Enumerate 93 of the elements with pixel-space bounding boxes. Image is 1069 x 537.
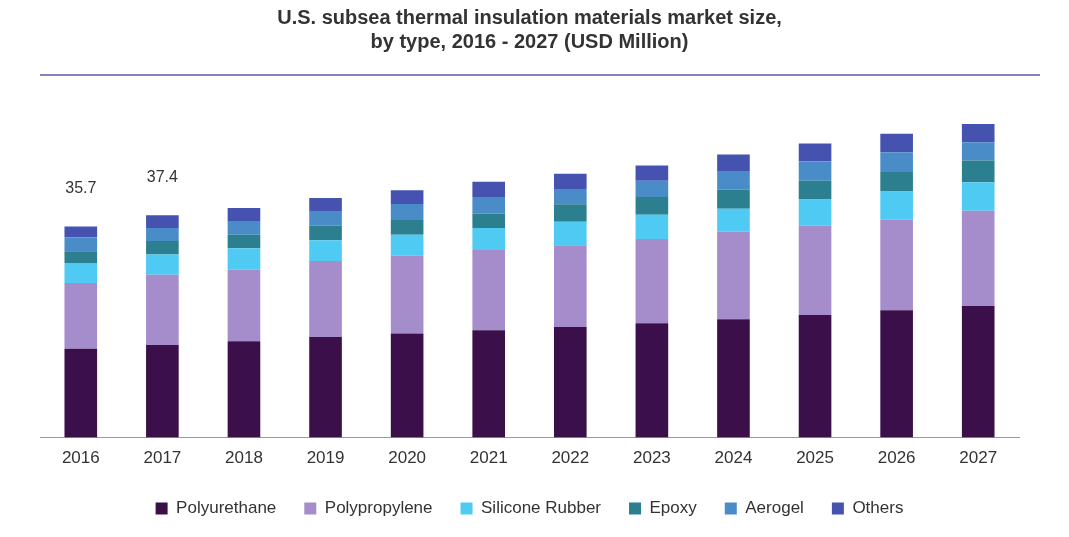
bar xyxy=(880,219,913,311)
bar xyxy=(717,171,750,190)
bar xyxy=(64,348,98,438)
bar xyxy=(961,160,995,183)
bar xyxy=(472,213,506,229)
bar xyxy=(961,124,995,143)
bar xyxy=(309,261,342,337)
bar xyxy=(146,240,179,255)
bar xyxy=(717,231,750,320)
bar xyxy=(553,326,587,438)
bar xyxy=(635,239,669,324)
annotation: 37.4 xyxy=(146,167,179,185)
bar xyxy=(717,319,750,438)
legend-label: Epoxy xyxy=(649,498,698,518)
bar xyxy=(880,310,913,438)
bar xyxy=(880,133,913,153)
bar xyxy=(309,211,342,226)
bar xyxy=(227,341,261,438)
bar xyxy=(717,208,750,232)
bar xyxy=(880,171,913,192)
bar xyxy=(309,240,342,262)
bar xyxy=(472,228,506,251)
x-tick-label: 2021 xyxy=(469,448,508,468)
bar xyxy=(961,305,995,438)
x-tick-label: 2027 xyxy=(959,448,998,468)
bar xyxy=(309,336,342,438)
bar xyxy=(880,191,913,220)
bar xyxy=(553,245,587,327)
bar xyxy=(309,225,342,241)
bar xyxy=(635,180,669,198)
annotation: 35.7 xyxy=(65,178,97,196)
bar xyxy=(635,197,669,215)
bar xyxy=(798,180,832,200)
bar xyxy=(553,204,587,222)
bar xyxy=(553,221,587,246)
legend-label: Silicone Rubber xyxy=(481,498,602,518)
bar xyxy=(635,165,669,181)
bar xyxy=(472,250,506,331)
bar xyxy=(227,220,261,235)
x-tick-label: 2016 xyxy=(61,448,100,468)
bar xyxy=(798,314,832,438)
bar xyxy=(961,142,995,161)
x-tick-label: 2023 xyxy=(632,448,671,468)
legend-label: Polypropylene xyxy=(324,498,433,518)
bar xyxy=(553,188,587,205)
bar xyxy=(64,262,98,283)
x-tick-label: 2019 xyxy=(306,448,345,468)
bar xyxy=(390,333,424,438)
bar xyxy=(635,214,669,240)
bar xyxy=(64,226,98,238)
bar xyxy=(717,154,750,172)
bar xyxy=(227,248,261,270)
bar xyxy=(146,345,179,438)
x-tick-label: 2020 xyxy=(388,448,427,468)
bar xyxy=(64,251,98,263)
bar xyxy=(146,254,179,275)
legend-label: Polyurethane xyxy=(176,498,277,518)
bar xyxy=(227,208,261,221)
bar xyxy=(798,225,832,315)
legend-label: Aerogel xyxy=(745,498,804,518)
bar xyxy=(961,210,995,306)
bar xyxy=(717,189,750,209)
bar xyxy=(390,219,424,235)
bar xyxy=(390,255,424,334)
bar xyxy=(227,234,261,249)
legend-label: Others xyxy=(852,498,904,518)
bar xyxy=(635,323,669,438)
x-tick-label: 2018 xyxy=(225,448,263,468)
bar xyxy=(390,203,424,220)
bar xyxy=(472,330,506,438)
chart-title: U.S. subsea thermal insulation materials market size, by type, 2016 - 2027 (USD Million) xyxy=(277,5,782,52)
bar xyxy=(146,274,179,346)
bar xyxy=(64,283,98,349)
bar xyxy=(64,237,98,252)
bar xyxy=(472,197,506,214)
bar xyxy=(390,190,424,204)
bar xyxy=(798,161,832,181)
x-tick-label: 2022 xyxy=(551,448,590,468)
bar xyxy=(798,143,832,162)
bar xyxy=(309,198,342,212)
bar xyxy=(227,269,261,342)
bar xyxy=(472,181,506,198)
x-tick-label: 2024 xyxy=(714,448,753,468)
bar xyxy=(553,173,587,189)
x-tick-label: 2025 xyxy=(796,448,834,468)
bar xyxy=(798,199,832,226)
x-tick-label: 2026 xyxy=(877,448,916,468)
bar xyxy=(880,152,913,172)
x-tick-label: 2017 xyxy=(143,448,182,468)
bar xyxy=(146,215,179,229)
bar xyxy=(961,182,995,211)
bar xyxy=(390,234,424,256)
bar xyxy=(146,228,179,241)
